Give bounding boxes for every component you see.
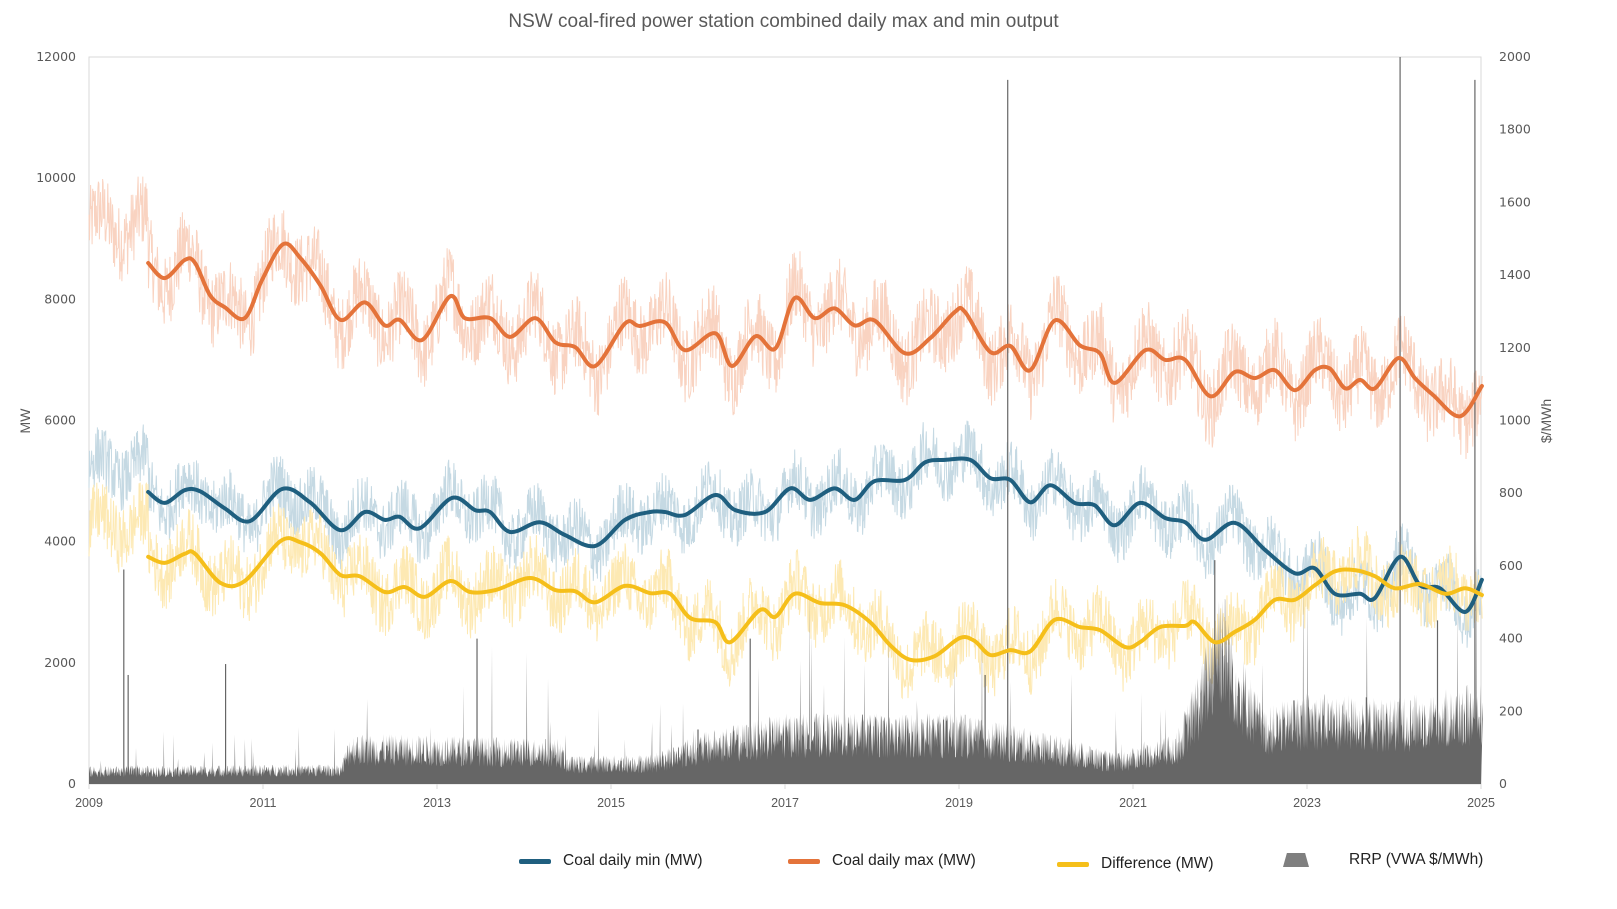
legend-swatch-diff — [1057, 861, 1089, 867]
y2-tick-label: 400 — [1499, 631, 1523, 646]
legend-swatch-max — [788, 858, 820, 864]
legend-label-rrp: RRP (VWA $/MWh) — [1349, 851, 1484, 868]
legend-label-min: Coal daily min (MW) — [563, 852, 703, 869]
y2-tick-label: 1000 — [1499, 413, 1531, 428]
x-tick-label: 2013 — [423, 796, 451, 810]
x-tick-label: 2019 — [945, 796, 973, 810]
y2-tick-label: 1600 — [1499, 194, 1531, 209]
x-tick-label: 2011 — [250, 796, 277, 810]
y2-tick-label: 0 — [1499, 776, 1507, 791]
legend-swatch-rrp — [1283, 853, 1309, 867]
legend-label-max: Coal daily max (MW) — [832, 852, 976, 869]
y-tick-label: 10000 — [36, 170, 76, 185]
legend-item-diff: Difference (MW) — [1057, 855, 1214, 873]
raw-trace-diff — [88, 482, 1483, 700]
series-line-diff — [146, 536, 1484, 663]
legend-item-max: Coal daily max (MW) — [788, 852, 976, 870]
series-line-min — [146, 456, 1484, 614]
legend-label-diff: Difference (MW) — [1101, 855, 1214, 872]
y-tick-label: 4000 — [44, 534, 76, 549]
x-tick-label: 2017 — [771, 796, 799, 810]
series-line-max — [146, 241, 1484, 419]
y2-tick-label: 1400 — [1499, 267, 1531, 282]
x-tick-label: 2025 — [1467, 796, 1495, 810]
y-tick-label: 8000 — [44, 291, 76, 306]
y2-tick-label: 800 — [1499, 485, 1523, 500]
y-tick-label: 12000 — [36, 49, 76, 64]
rrp-area — [89, 538, 1483, 784]
y2-axis-label: $/MWh — [1538, 399, 1554, 443]
x-tick-label: 2023 — [1293, 796, 1321, 810]
chart-title: NSW coal-fired power station combined da… — [508, 11, 1059, 32]
legend-swatch-min — [519, 858, 551, 864]
y2-tick-label: 200 — [1499, 703, 1523, 718]
y-tick-label: 2000 — [44, 655, 76, 670]
legend-item-rrp: RRP (VWA $/MWh) — [1283, 851, 1483, 869]
legend-item-min: Coal daily min (MW) — [519, 852, 703, 870]
y2-tick-label: 1800 — [1499, 122, 1531, 137]
y-tick-label: 6000 — [44, 413, 76, 428]
y2-tick-label: 2000 — [1499, 49, 1531, 64]
y-axis-label: MW — [17, 408, 33, 434]
raw-trace-max — [88, 176, 1483, 460]
y-tick-label: 0 — [68, 776, 76, 791]
plot-area — [88, 56, 1482, 785]
y2-tick-label: 600 — [1499, 558, 1523, 573]
y2-tick-label: 1200 — [1499, 340, 1531, 355]
x-tick-label: 2015 — [597, 796, 625, 810]
x-tick-label: 2009 — [75, 796, 103, 810]
x-tick-label: 2021 — [1119, 796, 1147, 810]
